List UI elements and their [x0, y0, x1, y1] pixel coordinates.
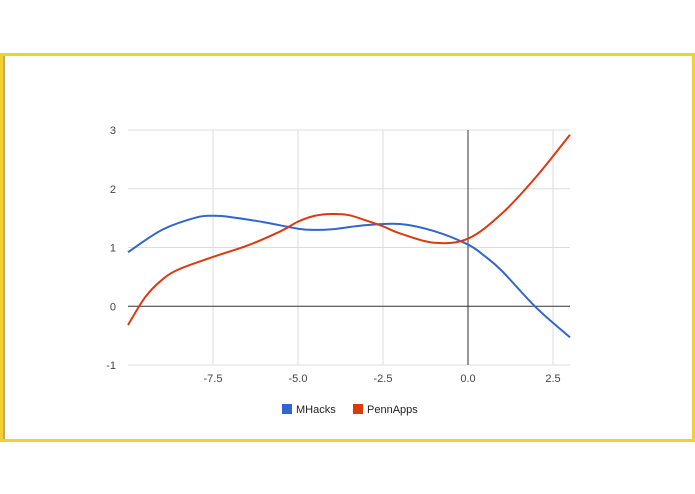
- x-tick-labels: -7.5 -5.0 -2.5 0.0 2.5: [204, 373, 561, 385]
- series-line-pennapps: [127, 134, 571, 326]
- legend-label-mhacks: MHacks: [296, 404, 336, 416]
- axes: [128, 130, 570, 365]
- series-lines: [127, 134, 571, 339]
- y-tick-labels: -1 0 1 2 3: [106, 125, 116, 372]
- legend-swatch-mhacks: [282, 404, 292, 414]
- chart-frame: [0, 53, 695, 442]
- y-tick-label: 1: [110, 243, 116, 255]
- y-tick-label: 0: [110, 301, 116, 313]
- x-tick-label: 2.5: [545, 373, 560, 385]
- x-tick-label: 0.0: [460, 373, 475, 385]
- x-tick-label: -2.5: [374, 373, 393, 385]
- grid-lines: [128, 129, 570, 366]
- legend-swatch-pennapps: [353, 404, 363, 414]
- legend: MHacks PennApps: [282, 404, 418, 416]
- legend-label-pennapps: PennApps: [367, 404, 418, 416]
- y-tick-label: 2: [110, 184, 116, 196]
- y-tick-label: -1: [106, 360, 116, 372]
- x-tick-label: -7.5: [204, 373, 223, 385]
- y-tick-label: 3: [110, 125, 116, 137]
- x-tick-label: -5.0: [289, 373, 308, 385]
- series-line-mhacks: [127, 214, 571, 339]
